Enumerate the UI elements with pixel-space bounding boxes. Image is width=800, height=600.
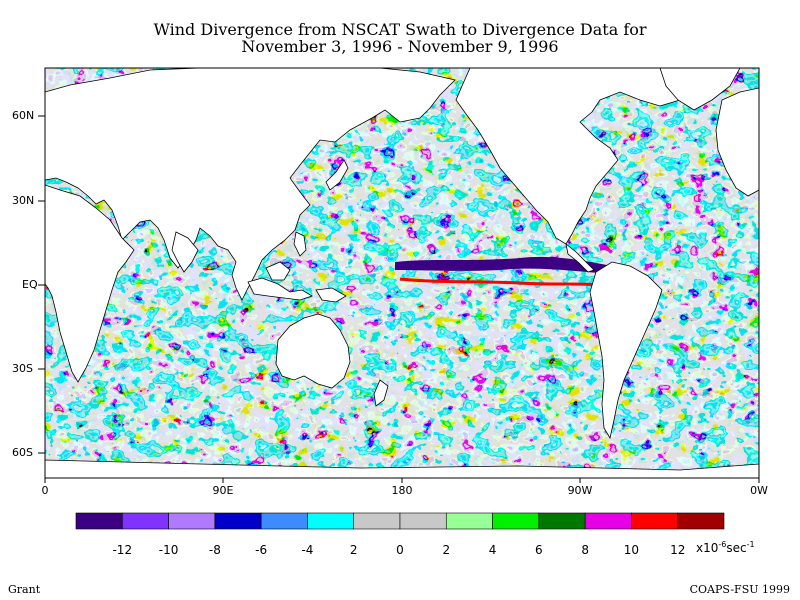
- japan-land: [325, 159, 349, 191]
- borneo-land: [265, 261, 291, 281]
- philippines-land: [293, 231, 307, 257]
- latitude-ticks: [38, 115, 45, 454]
- colorbar-tick-label: 8: [581, 543, 589, 557]
- divergence-band: [399, 277, 601, 287]
- lon-label-90w: 90W: [567, 484, 593, 497]
- india-land: [171, 231, 199, 273]
- colorbar-tick-label: 6: [535, 543, 543, 557]
- colorbar-tick-label: 0: [396, 543, 404, 557]
- units-exponent: -6: [718, 540, 727, 549]
- itcz-convergence-band: [395, 256, 612, 274]
- land-masses: [45, 68, 759, 478]
- map-title-line1: Wind Divergence from NSCAT Swath to Dive…: [153, 20, 647, 39]
- lat-label-30s: 30S: [12, 362, 33, 375]
- lon-label-0w: 0W: [750, 484, 768, 497]
- author-credit: Grant: [8, 583, 41, 596]
- south-america-land: [589, 261, 663, 440]
- colorbar-tick-label: 12: [670, 543, 686, 557]
- indonesia-land: [247, 277, 313, 301]
- new-zealand-land: [373, 379, 389, 407]
- units-base: x10: [696, 541, 719, 555]
- australia-land: [275, 313, 351, 389]
- new-guinea-land: [315, 287, 347, 303]
- colorbar-tick-label: -8: [208, 543, 221, 557]
- colorbar-tick-label: 10: [623, 543, 640, 557]
- colorbar-tick-label: 2: [349, 543, 358, 557]
- europe-east-edge-land: [715, 87, 759, 197]
- lon-label-180: 180: [391, 484, 413, 497]
- institution-credit: COAPS-FSU 1999: [689, 583, 790, 596]
- lat-label-30n: 30N: [12, 194, 35, 207]
- colorbar-tick-label: -10: [158, 543, 179, 557]
- africa-land: [45, 184, 135, 383]
- lat-label-eq: EQ: [22, 278, 38, 291]
- lon-label-90e: 90E: [212, 484, 234, 497]
- units-tail: sec: [726, 541, 747, 555]
- lat-label-60n: 60N: [12, 109, 35, 122]
- units-tail-exponent: -1: [746, 540, 755, 549]
- antarctica-land: [45, 459, 759, 478]
- colorbar-tick-label: 4: [488, 543, 497, 557]
- lat-label-60s: 60S: [12, 446, 33, 459]
- colorbar-units: x10-6sec-1: [696, 540, 755, 555]
- colorbar-tick-label: 2: [442, 543, 451, 557]
- greenland-land: [659, 68, 741, 111]
- central-america-land: [565, 243, 595, 273]
- map-title-line2: November 3, 1996 - November 9, 1996: [241, 37, 559, 56]
- lon-label-0: 0: [41, 484, 49, 497]
- longitude-ticks: [44, 478, 760, 483]
- colorbar-tick-label: -6: [255, 543, 268, 557]
- colorbar-tick-label: -12: [112, 543, 133, 557]
- colorbar-tick-label: -4: [301, 543, 314, 557]
